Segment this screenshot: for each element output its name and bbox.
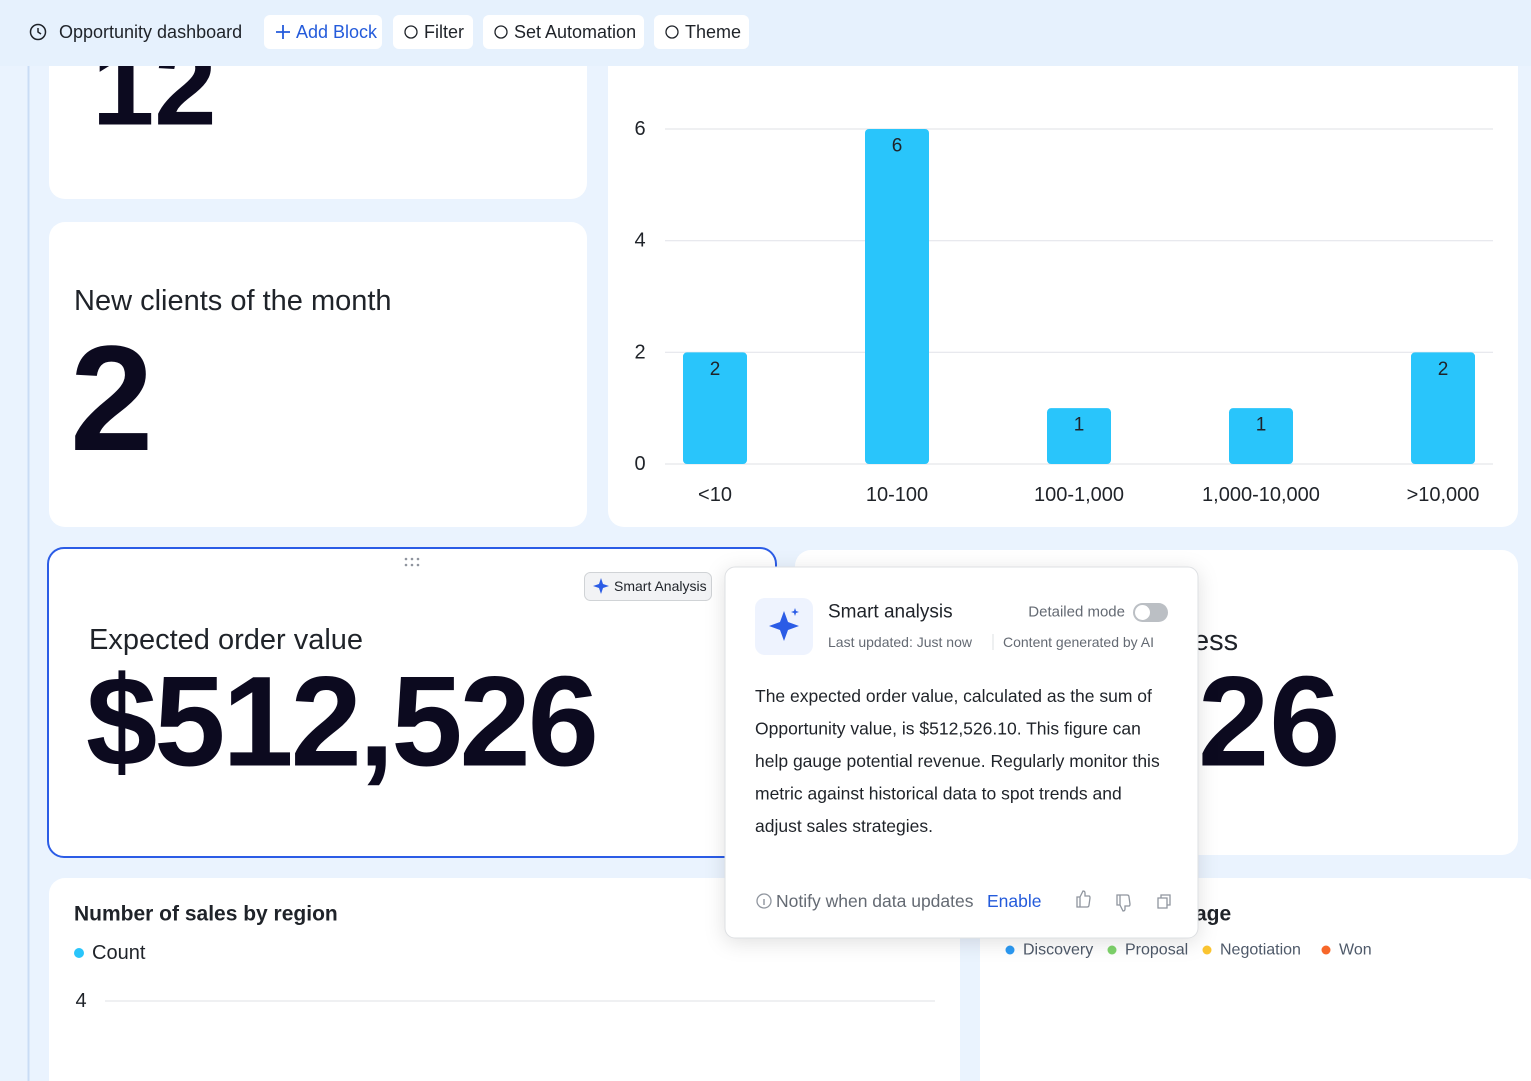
card-title: Expected order value bbox=[89, 624, 363, 656]
legend-label: Negotiation bbox=[1220, 942, 1301, 959]
y-tick-label: 2 bbox=[634, 341, 645, 363]
popup-body-line: The expected order value, calculated as … bbox=[755, 686, 1152, 706]
plus-icon bbox=[276, 25, 290, 39]
x-tick-label: 10-100 bbox=[866, 484, 928, 506]
legend: Discovery Proposal Negotiation Won bbox=[1005, 942, 1372, 959]
toolbar-buttons: Add Block Filter Set Automation Theme bbox=[264, 15, 749, 49]
popup-panel bbox=[724, 566, 1199, 939]
popup-body: The expected order value, calculated as … bbox=[755, 686, 1160, 836]
bar-value-label: 6 bbox=[892, 136, 903, 157]
legend-label: Count bbox=[92, 942, 146, 964]
legend-dot bbox=[1005, 945, 1015, 955]
card-title: ess bbox=[1193, 625, 1238, 657]
legend-label: Proposal bbox=[1125, 942, 1188, 959]
ai-note: Content generated by AI bbox=[1003, 634, 1154, 650]
sparkle-icon bbox=[593, 578, 609, 594]
card bbox=[608, 30, 1518, 527]
popup-body-line: adjust sales strategies. bbox=[755, 816, 933, 836]
button-label[interactable]: Filter bbox=[424, 22, 464, 42]
y-tick-label: 0 bbox=[634, 453, 645, 475]
chart-title: Number of sales by region bbox=[74, 903, 338, 926]
y-tick-label: 6 bbox=[634, 118, 645, 140]
popup-title: Smart analysis bbox=[828, 602, 953, 623]
card-title: New clients of the month bbox=[74, 285, 392, 317]
smart-analysis-button[interactable] bbox=[584, 572, 712, 601]
button-icon bbox=[494, 25, 508, 39]
copy-icon[interactable] bbox=[1157, 894, 1171, 909]
region-chart: Number of sales by region Count 4 bbox=[74, 903, 935, 1012]
card bbox=[49, 222, 587, 527]
bar-value-label: 2 bbox=[710, 359, 721, 380]
dashboard-title: Opportunity dashboard bbox=[59, 22, 242, 42]
button-icon bbox=[665, 25, 679, 39]
metric-value: $512,526 bbox=[86, 651, 596, 794]
info-icon bbox=[756, 893, 772, 909]
bar bbox=[1411, 352, 1475, 464]
bar-value-label: 1 bbox=[1074, 415, 1085, 436]
sparkle-icon bbox=[769, 611, 799, 641]
y-tick-label: 4 bbox=[634, 230, 645, 252]
legend-label: Discovery bbox=[1023, 942, 1093, 959]
legend-dot bbox=[1107, 945, 1117, 955]
toolbar-button[interactable] bbox=[483, 15, 644, 49]
button-icon bbox=[404, 25, 418, 39]
bar-chart: 0 2 4 6 <10 2 10-100 6 100-1,000 1 1,000-10,000 1 >1… bbox=[634, 118, 1493, 506]
button-label[interactable]: Theme bbox=[685, 22, 741, 42]
bar bbox=[683, 352, 747, 464]
popup-body-line: metric against historical data to spot t… bbox=[755, 784, 1122, 804]
button-label[interactable]: Add Block bbox=[296, 22, 378, 42]
toolbar-button[interactable] bbox=[264, 15, 382, 49]
legend-dot bbox=[1321, 945, 1331, 955]
bar bbox=[865, 129, 929, 464]
button-label[interactable]: Set Automation bbox=[514, 22, 636, 42]
x-tick-label: <10 bbox=[698, 484, 732, 506]
toggle-knob bbox=[1135, 605, 1150, 620]
popup-body-line: Opportunity value, is $512,526.10. This … bbox=[755, 719, 1141, 739]
metric-value: 2 bbox=[70, 314, 153, 482]
notify-text: Notify when data updates bbox=[776, 891, 974, 911]
toolbar bbox=[0, 0, 1531, 66]
card bbox=[49, 30, 587, 199]
thumbs-down[interactable] bbox=[1116, 894, 1131, 912]
button-label[interactable]: Smart Analysis bbox=[614, 578, 707, 594]
x-tick-label: 1,000-10,000 bbox=[1202, 484, 1320, 506]
metric-value: 26 bbox=[1198, 651, 1340, 794]
x-tick-label: 100-1,000 bbox=[1034, 484, 1124, 506]
y-tick-label: 4 bbox=[75, 990, 86, 1012]
sparkle-icon bbox=[791, 608, 799, 616]
legend-label: Won bbox=[1339, 942, 1372, 959]
bar-value-label: 2 bbox=[1438, 359, 1449, 380]
updated-text: Last updated: Just now bbox=[828, 634, 973, 650]
toggle-label: Detailed mode bbox=[1028, 604, 1125, 621]
x-tick-label: >10,000 bbox=[1407, 484, 1480, 506]
toolbar-button[interactable] bbox=[654, 15, 749, 49]
bar bbox=[1229, 408, 1293, 464]
bar bbox=[1047, 408, 1111, 464]
legend-dot bbox=[1202, 945, 1212, 955]
smart-analysis-popup: Smart analysis Detailed mode Last update… bbox=[724, 566, 1199, 939]
thumbs-up[interactable] bbox=[1076, 890, 1091, 908]
drag-handle[interactable] bbox=[404, 557, 420, 567]
bar-value-label: 1 bbox=[1256, 415, 1267, 436]
popup-body-line: help gauge potential revenue. Regularly … bbox=[755, 751, 1160, 771]
toolbar-button[interactable] bbox=[393, 15, 473, 49]
history-icon bbox=[37, 28, 42, 35]
history-icon bbox=[29, 23, 47, 41]
card-title: age bbox=[1195, 903, 1231, 926]
enable-link[interactable]: Enable bbox=[987, 891, 1042, 911]
legend-dot bbox=[74, 948, 84, 958]
